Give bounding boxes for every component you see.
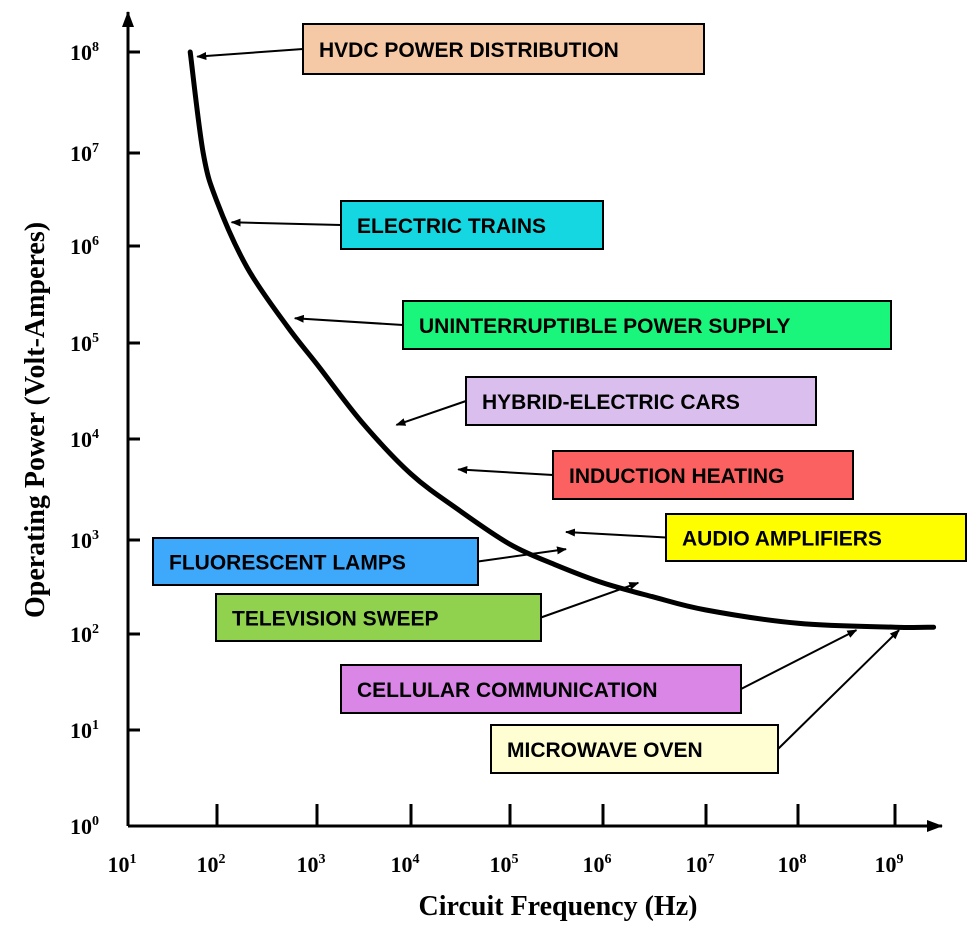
x-tick-label: 106 [583,852,612,877]
annotation-label: AUDIO AMPLIFIERS [682,528,882,551]
annotation-box-bg [665,513,967,562]
annotation-label: FLUORESCENT LAMPS [169,552,406,575]
annotation-label: TELEVISION SWEEP [232,608,439,631]
annotation-box: AUDIO AMPLIFIERS [564,513,967,562]
annotation-box: ELECTRIC TRAINS [230,200,604,250]
y-tick-label: 103 [70,528,99,553]
series-curve [187,49,937,631]
annotation-box: CELLULAR COMMUNICATION [340,629,858,714]
annotation-arrow [196,48,304,60]
annotation-arrow [777,629,900,750]
y-tick-label: 108 [70,40,99,65]
x-tick-label: 102 [197,852,226,877]
annotation-label: HVDC POWER DISTRIBUTION [319,39,619,62]
x-tick-label: 104 [391,852,420,877]
annotation-box: HYBRID-ELECTRIC CARS [395,376,817,426]
y-tick-label: 104 [70,427,99,452]
y-axis-ticks: 100 101 102 103 104 105 106 107 108 [70,40,140,839]
x-axis-title: Circuit Frequency (Hz) [419,891,698,922]
annotation-box: INDUCTION HEATING [457,450,854,500]
annotation-box: UNINTERRUPTIBLE POWER SUPPLY [293,300,892,350]
annotation-box-bg [215,593,542,642]
x-tick-label: 105 [490,852,519,877]
annotation-label: CELLULAR COMMUNICATION [357,679,658,702]
axes [122,11,943,832]
annotation-arrow [740,629,858,690]
y-axis-title: Operating Power (Volt-Amperes) [20,222,51,618]
y-tick-label: 105 [70,331,99,356]
annotation-box-bg [490,724,779,774]
annotation-arrow [293,314,404,326]
x-tick-label: 108 [778,852,807,877]
y-tick-label: 102 [70,622,99,647]
x-tick-label: 101 [108,852,137,877]
x-axis-ticks: 101 102 103 104 105 106 107 108 109 [108,804,904,877]
annotation-box-bg [340,664,742,714]
annotation-label: ELECTRIC TRAINS [357,215,546,238]
annotation-arrow [230,218,342,227]
y-tick-label: 107 [70,141,99,166]
x-tick-label: 109 [875,852,904,877]
annotations: HVDC POWER DISTRIBUTION ELECTRIC TRAINS UN… [152,23,967,774]
annotation-label: UNINTERRUPTIBLE POWER SUPPLY [419,315,790,338]
annotation-label: HYBRID-ELECTRIC CARS [482,391,740,414]
y-tick-label: 101 [70,718,99,743]
annotation-arrow [457,465,554,476]
annotation-arrow [564,528,667,539]
annotation-label: MICROWAVE OVEN [507,739,703,762]
annotation-box-bg [302,23,705,75]
x-tick-label: 107 [686,852,715,877]
annotation-arrow [477,546,567,563]
annotation-box: MICROWAVE OVEN [490,629,900,774]
annotation-arrow [540,581,640,619]
annotation-box: TELEVISION SWEEP [215,581,640,642]
y-tick-label: 106 [70,234,99,259]
annotation-box: HVDC POWER DISTRIBUTION [196,23,705,75]
annotation-arrow [395,400,467,426]
x-tick-label: 103 [297,852,326,877]
y-tick-label: 100 [70,814,99,839]
annotation-box-bg [465,376,817,426]
annotation-label: INDUCTION HEATING [569,465,784,488]
annotation-box-bg [402,300,892,350]
annotation-box-bg [152,537,479,586]
annotation-box: FLUORESCENT LAMPS [152,537,567,586]
